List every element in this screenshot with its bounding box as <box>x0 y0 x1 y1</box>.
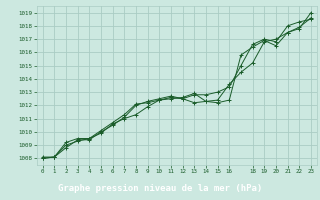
Text: Graphe pression niveau de la mer (hPa): Graphe pression niveau de la mer (hPa) <box>58 184 262 193</box>
